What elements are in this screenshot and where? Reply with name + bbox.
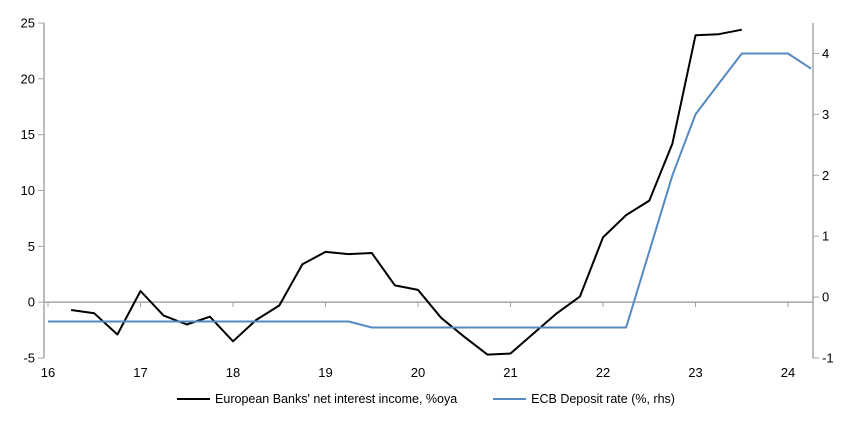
right-axis-tick-label: 0 [822,290,829,305]
chart-legend: European Banks' net interest income, %oy… [0,392,852,406]
right-axis-tick-label: 1 [822,229,829,244]
ecb-deposit-rate-series-line [48,52,812,329]
legend-item-ecb: ECB Deposit rate (%, rhs) [493,392,675,406]
x-axis-tick-label: 20 [411,365,425,380]
right-axis-tick-label: -1 [822,351,834,366]
x-axis-tick-label: 22 [596,365,610,380]
black-line-swatch [177,398,211,400]
x-axis-tick-label: 17 [133,365,147,380]
x-axis-tick-label: 21 [503,365,517,380]
right-axis-tick-label: 3 [822,107,829,122]
left-axis-tick-label: 5 [28,239,35,254]
legend-label-nii: European Banks' net interest income, %oy… [215,392,458,406]
left-axis-tick-label: 0 [28,295,35,310]
right-axis-tick-label: 2 [822,168,829,183]
left-axis-tick-label: -5 [23,351,35,366]
x-axis-tick-label: 23 [688,365,702,380]
left-axis-tick-label: 10 [21,183,35,198]
left-axis-tick-label: 25 [21,16,35,31]
left-axis-tick-label: 15 [21,127,35,142]
x-axis-tick-label: 16 [41,365,55,380]
right-axis-tick-label: 4 [822,46,829,61]
left-axis-tick-label: 20 [21,71,35,86]
legend-item-nii: European Banks' net interest income, %oy… [177,392,457,406]
nii-series-line [70,28,742,356]
legend-label-ecb: ECB Deposit rate (%, rhs) [531,392,675,406]
blue-line-swatch [493,398,527,400]
x-axis-tick-label: 19 [318,365,332,380]
x-axis-tick-label: 18 [226,365,240,380]
x-axis-tick-label: 24 [781,365,795,380]
